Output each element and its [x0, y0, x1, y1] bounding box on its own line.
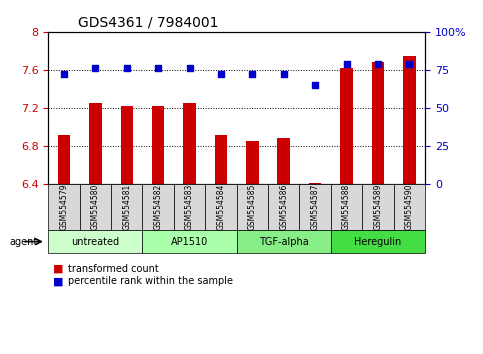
Text: agent: agent: [10, 236, 38, 247]
Text: AP1510: AP1510: [171, 236, 208, 247]
Point: [185, 65, 193, 71]
Bar: [246, 141, 259, 184]
Bar: [214, 135, 227, 184]
Bar: [277, 138, 290, 184]
Point: [60, 72, 68, 77]
Text: TGF-alpha: TGF-alpha: [259, 236, 309, 247]
Text: GSM554579: GSM554579: [59, 184, 69, 230]
Point: [123, 65, 130, 71]
Text: GSM554587: GSM554587: [311, 184, 320, 230]
Bar: [89, 103, 101, 184]
Bar: [372, 62, 384, 184]
Bar: [121, 106, 133, 184]
Text: ■: ■: [53, 264, 64, 274]
Point: [343, 61, 351, 67]
Point: [280, 72, 288, 77]
Point: [374, 61, 382, 67]
Text: ■: ■: [53, 276, 64, 286]
Bar: [309, 183, 322, 184]
Text: GSM554582: GSM554582: [154, 184, 163, 230]
Text: GDS4361 / 7984001: GDS4361 / 7984001: [78, 15, 219, 29]
Text: untreated: untreated: [71, 236, 119, 247]
Text: percentile rank within the sample: percentile rank within the sample: [68, 276, 233, 286]
Point: [92, 65, 99, 71]
Bar: [152, 106, 164, 184]
Bar: [184, 103, 196, 184]
Text: GSM554588: GSM554588: [342, 184, 351, 230]
Text: GSM554586: GSM554586: [279, 184, 288, 230]
Text: GSM554580: GSM554580: [91, 184, 100, 230]
Bar: [58, 135, 71, 184]
Point: [217, 72, 225, 77]
Point: [155, 65, 162, 71]
Point: [406, 61, 413, 67]
Text: Heregulin: Heregulin: [355, 236, 401, 247]
Text: transformed count: transformed count: [68, 264, 158, 274]
Text: GSM554583: GSM554583: [185, 184, 194, 230]
Text: GSM554589: GSM554589: [373, 184, 383, 230]
Text: GSM554590: GSM554590: [405, 184, 414, 230]
Bar: [341, 68, 353, 184]
Bar: [403, 56, 416, 184]
Text: GSM554585: GSM554585: [248, 184, 257, 230]
Point: [312, 82, 319, 88]
Text: GSM554584: GSM554584: [216, 184, 226, 230]
Point: [249, 72, 256, 77]
Text: GSM554581: GSM554581: [122, 184, 131, 230]
